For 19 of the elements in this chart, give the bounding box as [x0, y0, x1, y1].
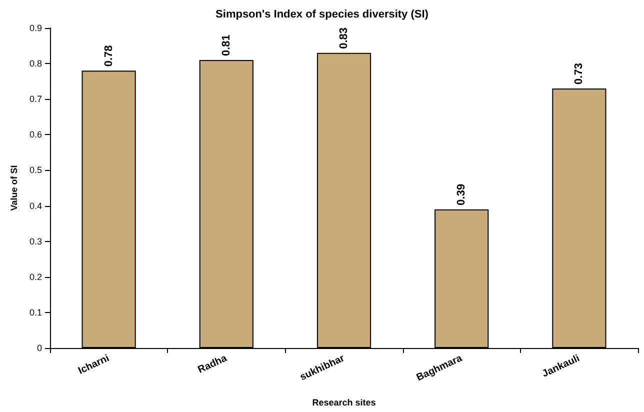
data-label: 0.73	[573, 63, 586, 84]
y-tick-label: 0	[36, 343, 42, 353]
y-tick-label: 0.8	[29, 58, 42, 69]
data-label: 0.78	[102, 45, 115, 67]
y-tick-label: 0.7	[29, 94, 42, 104]
data-label: 0.81	[220, 34, 232, 56]
y-axis-title: Value of SI	[9, 165, 20, 211]
data-label: 0.39	[456, 184, 468, 206]
y-tick-label: 0.5	[29, 165, 42, 176]
x-tick-label: Radha	[196, 352, 230, 376]
data-label: 0.83	[338, 27, 350, 49]
y-tick-label: 0.9	[29, 23, 42, 33]
chart-title: Simpson's Index of species diversity (SI)	[216, 8, 429, 20]
y-tick-label: 0.3	[29, 236, 42, 246]
x-axis-title: Research sites	[312, 398, 376, 408]
y-tick-label: 0.1	[29, 307, 42, 318]
y-tick-label: 0.4	[29, 200, 42, 211]
y-tick-label: 0.6	[29, 130, 42, 140]
y-tick-label: 0.2	[29, 272, 42, 282]
